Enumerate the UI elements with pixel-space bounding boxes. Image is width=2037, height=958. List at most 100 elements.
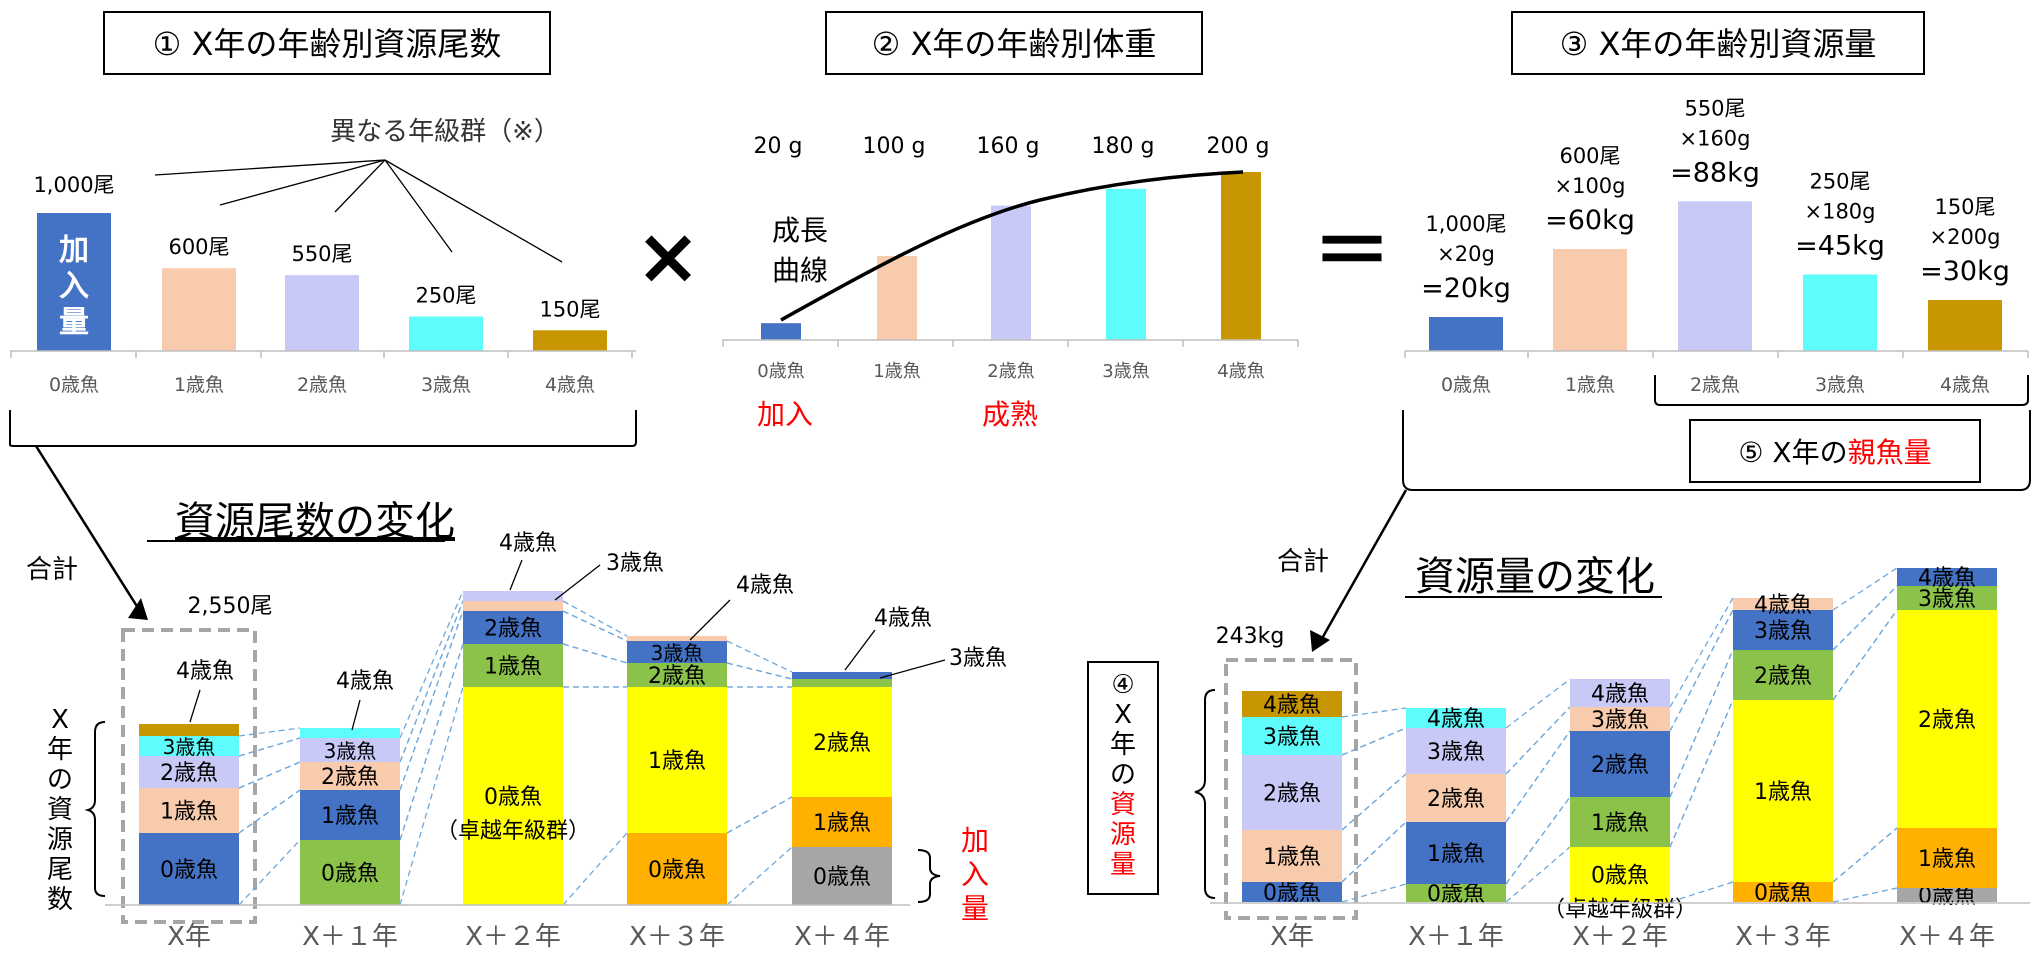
numbers-bar-3-seg-3 <box>627 641 727 663</box>
panel-2-age-label-3: 3歳魚 <box>1102 361 1149 382</box>
panel-1-bar-0 <box>37 213 111 351</box>
panel-2-age-label-2: 2歳魚 <box>987 361 1034 382</box>
biomass-bar-1-seglabel-4: 4歳魚 <box>1427 707 1485 732</box>
numbers-bar-1-seg-0 <box>300 840 400 905</box>
numbers-side-char-2: の <box>47 765 73 795</box>
numbers-callout-1: 4歳魚 <box>336 669 394 694</box>
numbers-bar-0-seg-4 <box>139 724 239 736</box>
numbers-bar-2-seg-1 <box>463 644 563 687</box>
panel-3-bar-1 <box>1553 249 1627 351</box>
numbers-callout-line-5 <box>844 629 876 671</box>
biomass-bar-3-seglabel-2: 2歳魚 <box>1754 664 1812 689</box>
biomass-bar-2-seg-4 <box>1570 679 1670 707</box>
panel-3-bar-4 <box>1928 300 2002 351</box>
biomass-bar-1-seglabel-2: 2歳魚 <box>1427 787 1485 812</box>
panel-3-count-4: 150尾 <box>1934 195 1995 219</box>
numbers-link-0-D-b <box>238 789 301 834</box>
panel-1-bar-label-2: 550尾 <box>291 242 352 266</box>
biomass-year-3: X＋３年 <box>1735 922 1831 952</box>
numbers-change-title: 資源尾数の変化 <box>175 499 455 545</box>
numbers-link-0-C-b <box>238 761 301 789</box>
panel-3-bar-0 <box>1429 317 1503 351</box>
biomass-bar-1-seg-0 <box>1406 884 1506 902</box>
biomass-year-labels: X年 X＋１年 X＋２年 X＋３年 X＋４年 <box>1270 922 1995 952</box>
numbers-callout-line-1 <box>351 699 361 731</box>
numbers-link-1-D-b <box>399 610 464 791</box>
biomass-bar-0-seglabel-0: 0歳魚 <box>1263 881 1321 906</box>
panel-3-title-box <box>1511 11 1925 75</box>
biomass-link-2-D-b <box>1669 609 1734 732</box>
biomass-bar-4-seg-4 <box>1897 568 1997 586</box>
arrow-panel3-to-change <box>1318 489 1408 643</box>
numbers-link-1-C-t <box>399 590 464 739</box>
biomass-bar-1-seglabel-1: 1歳魚 <box>1427 842 1485 867</box>
numbers-stacked-bars: 0歳魚1歳魚2歳魚3歳魚0歳魚1歳魚2歳魚3歳魚0歳魚（卓越年級群）1歳魚2歳魚… <box>139 591 892 905</box>
panel-1-bar-1 <box>162 268 236 351</box>
panel-1-bar-label-4: 150尾 <box>539 297 600 321</box>
recruit-side-char-0: 加 <box>961 824 989 857</box>
biomass-bar-1-seg-4 <box>1406 708 1506 728</box>
panel-3-biomass-at-age: ③ X年の年齢別資源量 1,000尾 ×20g =20kg 0歳魚 600尾 ×100g =… <box>1402 11 2031 491</box>
biomass-bar-0-seg-0 <box>1242 882 1342 902</box>
panel-3-bar-3 <box>1803 274 1877 351</box>
biomass-bar-1-seg-2 <box>1406 774 1506 822</box>
numbers-link-2-D-t <box>562 600 628 637</box>
biomass-year-0: X年 <box>1270 922 1314 952</box>
panel-2-bar-1 <box>877 256 917 340</box>
numbers-bar-2-strong: （卓越年級群） <box>436 819 590 844</box>
numbers-link-2-G-b <box>562 832 628 906</box>
biomass-bar-3-seglabel-3: 3歳魚 <box>1754 619 1812 644</box>
numbers-link-0-E-b <box>238 839 301 906</box>
equals-operator: ＝ <box>1313 207 1391 297</box>
biomass-bar-0-seglabel-1: 1歳魚 <box>1263 845 1321 870</box>
biomass-link-3-E-b <box>1832 585 1898 651</box>
panel-3-weight-2: ×160g <box>1679 126 1750 150</box>
panel-3-count-2: 550尾 <box>1684 96 1745 120</box>
numbers-callout-3: 3歳魚 <box>606 551 664 576</box>
numbers-bar-1-seglabel-2: 2歳魚 <box>321 765 379 790</box>
numbers-callout-4: 4歳魚 <box>736 573 794 598</box>
biomass-bar-3-seglabel-0: 0歳魚 <box>1754 881 1812 906</box>
biomass-link-0-B-b <box>1341 727 1407 756</box>
numbers-bar-0-seglabel-2: 2歳魚 <box>160 761 218 786</box>
spawner-label-prefix: ⑤ X年の <box>1738 436 1847 469</box>
biomass-bar-3-seglabel-4: 4歳魚 <box>1754 593 1812 618</box>
panel-3-weight-1: ×100g <box>1554 174 1625 198</box>
panel-3-biomass-2: =88kg <box>1670 157 1760 188</box>
panel-3-biomass-0: =20kg <box>1421 273 1511 304</box>
biomass-bar-0-seglabel-3: 3歳魚 <box>1263 725 1321 750</box>
biomass-side-char-2: 年 <box>1110 730 1136 760</box>
biomass-total-label: 合計 <box>1277 547 1329 577</box>
numbers-year-3: X＋３年 <box>629 922 725 952</box>
numbers-bar-1-seg-4 <box>300 728 400 738</box>
panel-3-biomass-4: =30kg <box>1920 256 2010 287</box>
panel-2-bar-4 <box>1221 172 1261 340</box>
numbers-side-char-3: 資 <box>47 795 73 825</box>
biomass-year-2: X＋２年 <box>1572 922 1668 952</box>
numbers-link-0-B-b <box>238 737 301 757</box>
numbers-bar-0-seg-0 <box>139 833 239 905</box>
numbers-side-bracket <box>84 721 106 897</box>
numbers-bar-3-seglabel-2: 2歳魚 <box>648 664 706 689</box>
biomass-link-1-D-b <box>1505 730 1571 823</box>
recruit-inner-char-0: 加 <box>59 233 89 268</box>
spawner-box <box>1689 419 1981 483</box>
biomass-link-1-F-b <box>1505 846 1571 903</box>
biomass-bar-3-seg-1 <box>1733 700 1833 882</box>
biomass-link-0-B-t <box>1341 707 1407 718</box>
panel-2-weight-label-1: 100 g <box>863 134 926 159</box>
numbers-bar-2-seg-4 <box>463 591 563 601</box>
recruitment-label: 加入 <box>757 398 813 431</box>
biomass-side-char-4: 資 <box>1110 790 1136 820</box>
numbers-cohort-links <box>238 590 793 906</box>
numbers-bar-0-seglabel-1: 1歳魚 <box>160 800 218 825</box>
biomass-link-0-E-b <box>1341 883 1407 903</box>
panel-2-weight-label-4: 200 g <box>1207 134 1270 159</box>
biomass-link-2-F-b <box>1669 699 1734 848</box>
numbers-side-char-5: 尾 <box>47 855 73 885</box>
numbers-bar-0-seg-3 <box>139 736 239 756</box>
numbers-bar-2-seg-0 <box>463 687 563 905</box>
